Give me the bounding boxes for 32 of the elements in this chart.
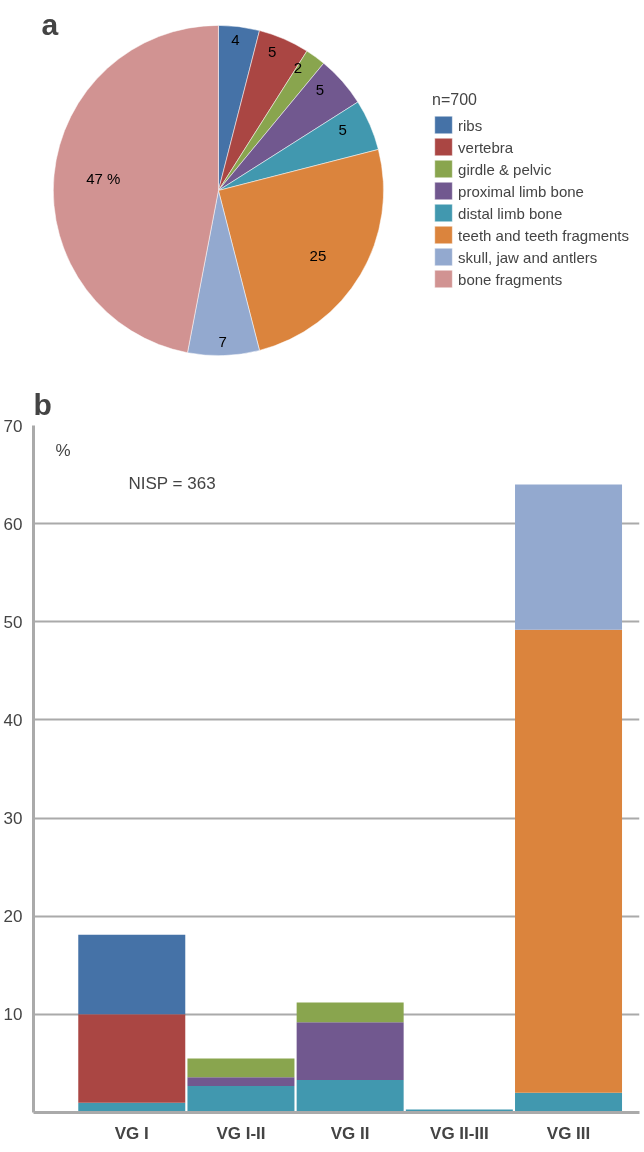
data-label: 47 % xyxy=(86,169,121,187)
y-tick-label: 70 xyxy=(3,416,23,436)
data-label: 25 xyxy=(309,247,327,265)
legend-label: bone fragments xyxy=(458,270,563,287)
legend-label: ribs xyxy=(458,116,483,133)
x-tick-label: VG II xyxy=(330,1123,370,1143)
x-tick-label: VG I-II xyxy=(216,1123,266,1143)
y-tick-label: 20 xyxy=(3,907,23,927)
legend-label: girdle & pelvic xyxy=(458,160,552,177)
y-tick-label: 60 xyxy=(3,514,23,534)
data-label: 5 xyxy=(315,81,325,99)
x-tick-label: VG I xyxy=(114,1123,149,1143)
annotation: NISP = 363 xyxy=(128,473,216,493)
y-tick-label: 10 xyxy=(3,1005,23,1025)
y-axis-title: % xyxy=(55,440,71,460)
y-tick-label: 40 xyxy=(3,710,23,730)
chart-title: b xyxy=(33,387,52,421)
data-label: 5 xyxy=(268,42,277,60)
y-tick-label: 30 xyxy=(3,809,23,829)
legend-title: n=700 xyxy=(432,90,478,109)
data-label: 5 xyxy=(338,121,347,139)
y-tick-label: 50 xyxy=(3,612,23,632)
x-tick-label: VG III xyxy=(546,1123,591,1143)
legend-label: distal limb bone xyxy=(458,204,563,221)
legend-label: skull, jaw and antlers xyxy=(458,248,598,265)
data-label: 4 xyxy=(231,31,240,49)
x-tick-label: VG II-III xyxy=(430,1123,489,1143)
legend-label: vertebra xyxy=(458,138,514,155)
data-label: 7 xyxy=(218,332,227,350)
legend-label: proximal limb bone xyxy=(458,182,584,199)
chart-title: a xyxy=(41,7,59,41)
legend-label: teeth and teeth fragments xyxy=(458,226,629,243)
